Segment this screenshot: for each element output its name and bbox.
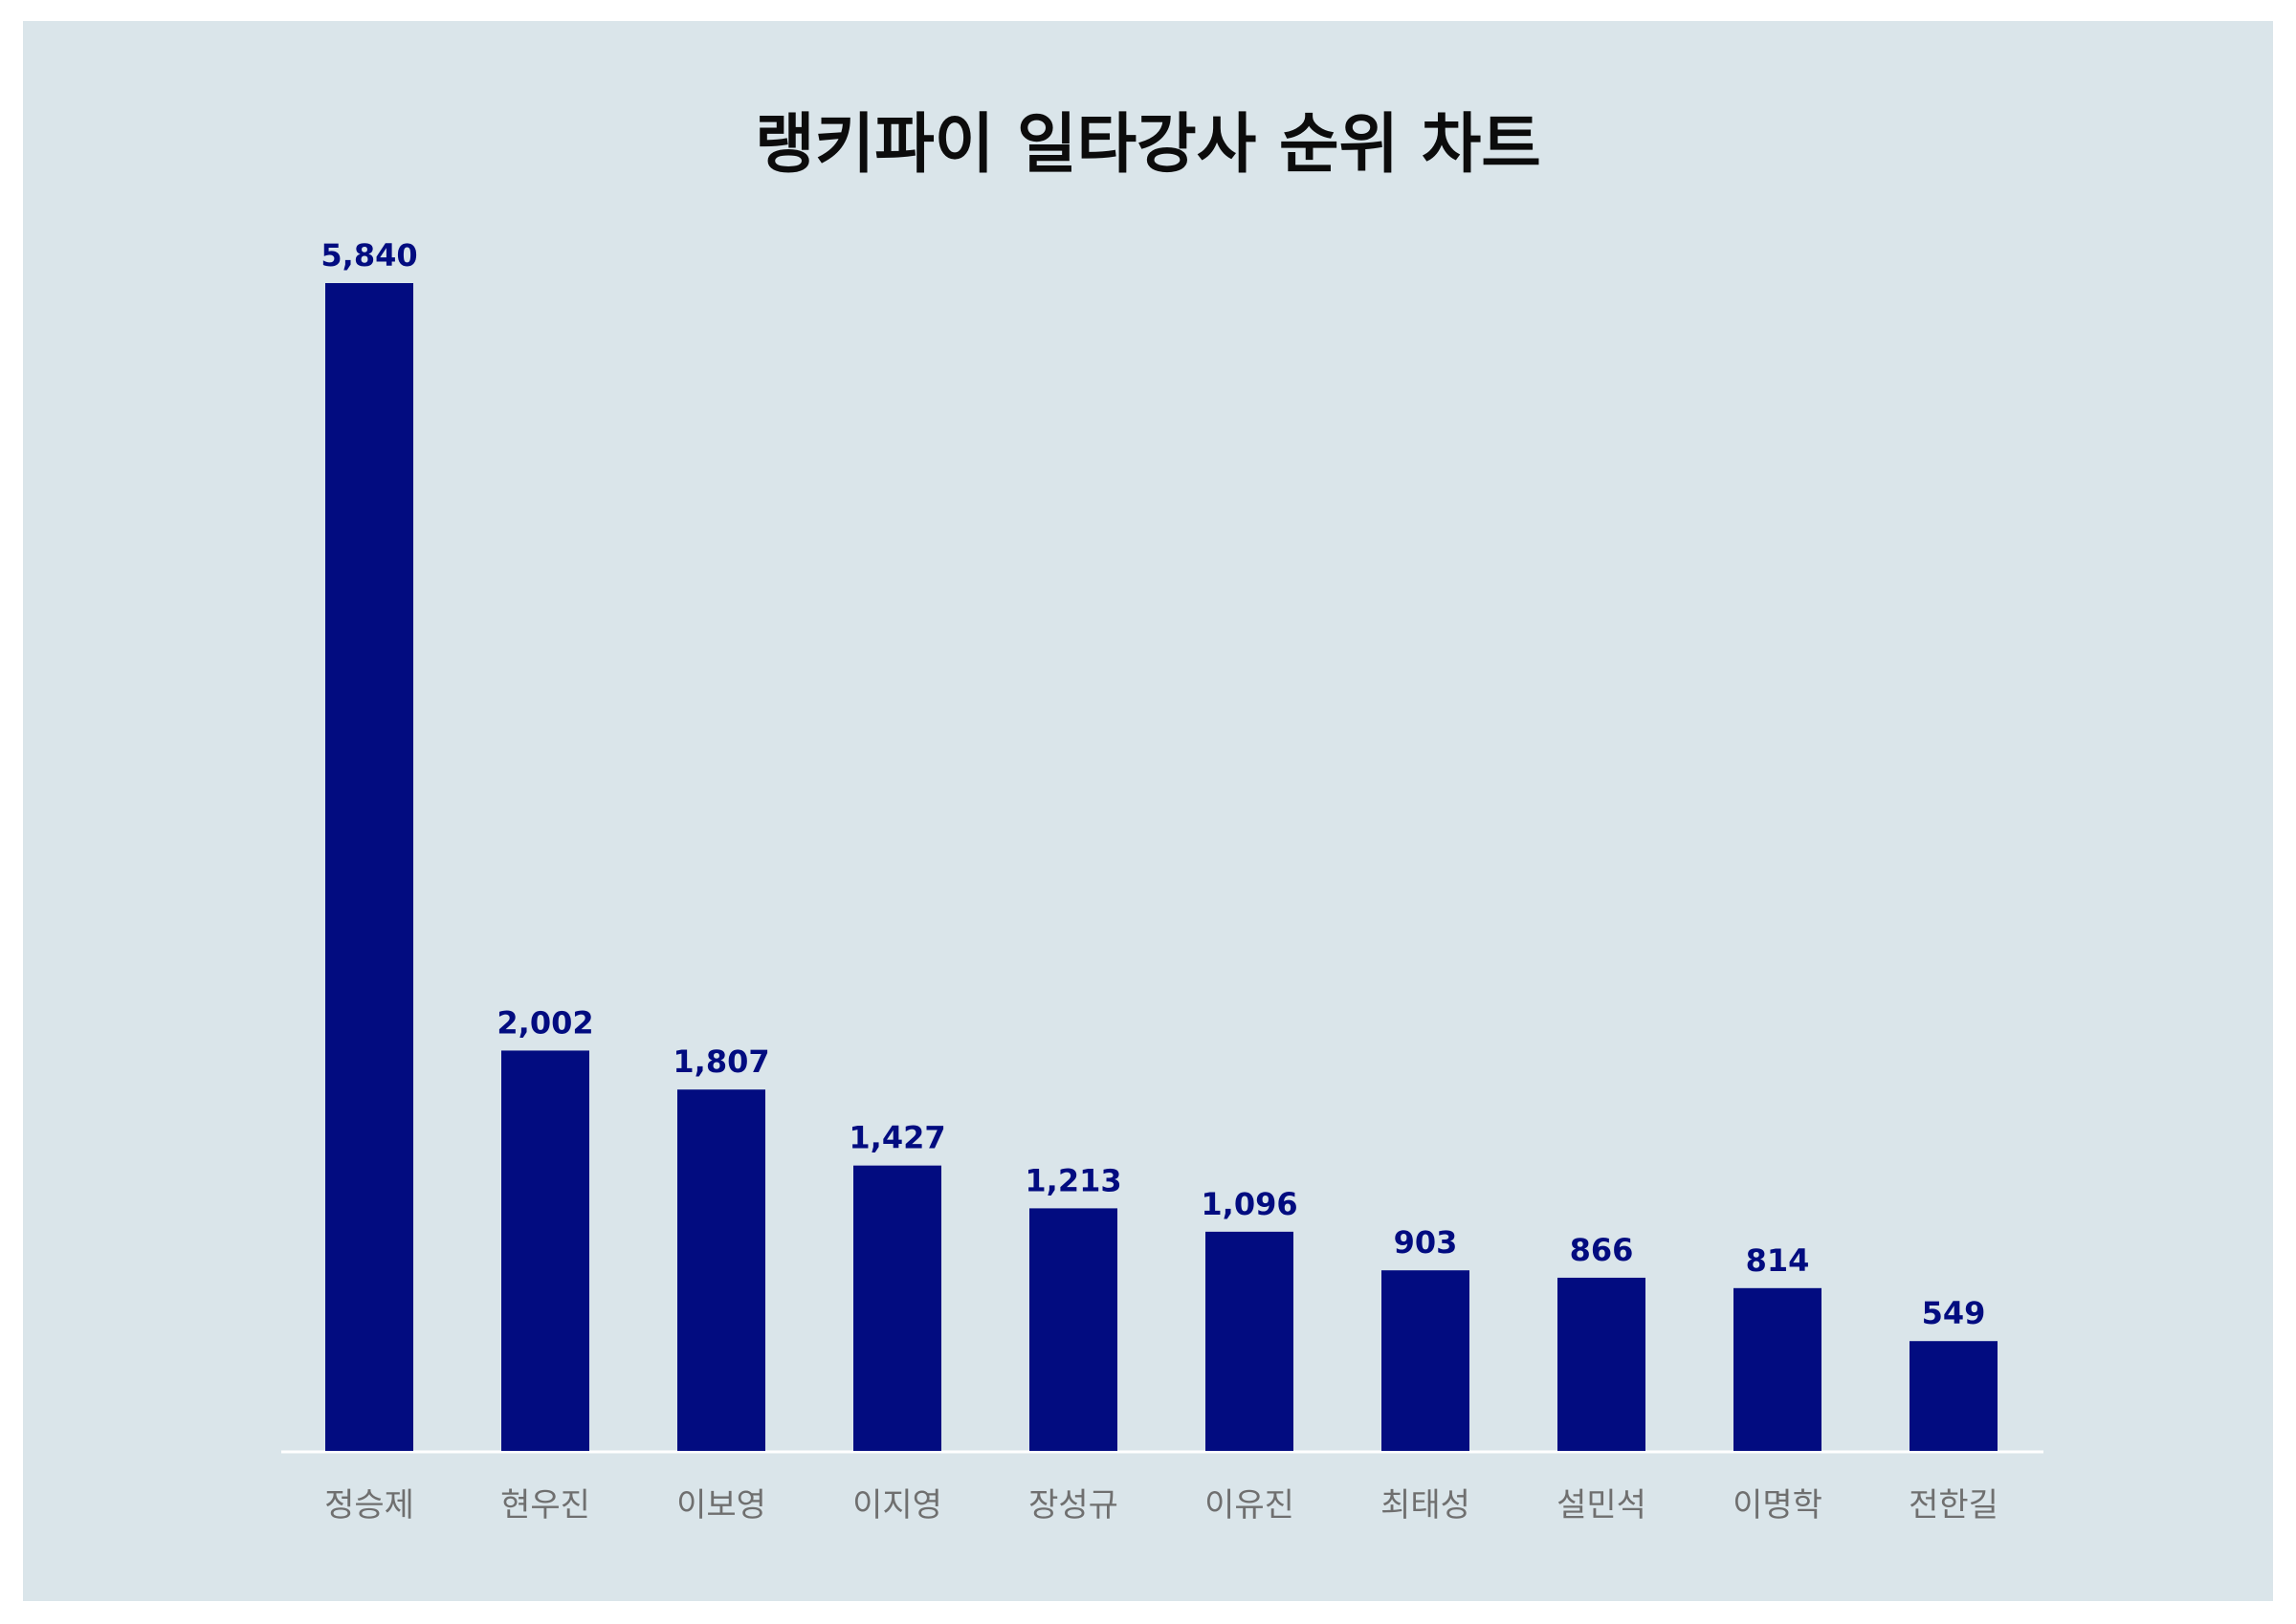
bar-7 xyxy=(1381,1270,1469,1451)
bar-6 xyxy=(1205,1231,1293,1451)
category-label-3: 이보영 xyxy=(676,1486,766,1525)
bar-3 xyxy=(677,1089,765,1451)
value-label-9: 814 xyxy=(1746,1242,1810,1279)
value-label-2: 2,002 xyxy=(497,1004,593,1041)
category-label-5: 장성규 xyxy=(1028,1486,1118,1525)
bar-5 xyxy=(1029,1208,1117,1451)
category-label-7: 최태성 xyxy=(1380,1486,1470,1525)
value-label-10: 549 xyxy=(1922,1295,1986,1331)
bar-8 xyxy=(1557,1277,1645,1451)
category-label-1: 정승제 xyxy=(324,1486,414,1525)
value-label-7: 903 xyxy=(1394,1224,1458,1261)
bar-4 xyxy=(853,1165,941,1451)
value-label-8: 866 xyxy=(1570,1232,1634,1268)
bar-1 xyxy=(325,283,413,1451)
chart-title: 랭키파이 일타강사 순위 차트 xyxy=(755,107,1541,183)
chart-panel: 랭키파이 일타강사 순위 차트 5,840 정승제 2,002 현우진 1,807 이보영… xyxy=(23,21,2273,1601)
value-label-4: 1,427 xyxy=(849,1120,945,1156)
value-label-5: 1,213 xyxy=(1025,1162,1121,1198)
category-label-2: 현우진 xyxy=(500,1486,590,1525)
bar-9 xyxy=(1733,1287,1821,1451)
bar-2 xyxy=(501,1050,589,1451)
value-label-6: 1,096 xyxy=(1201,1186,1297,1222)
category-label-10: 전한길 xyxy=(1909,1486,1998,1525)
value-label-1: 5,840 xyxy=(320,237,417,274)
value-label-3: 1,807 xyxy=(673,1043,769,1080)
category-label-4: 이지영 xyxy=(852,1486,942,1525)
category-label-6: 이유진 xyxy=(1204,1486,1294,1525)
bar-chart: 5,840 정승제 2,002 현우진 1,807 이보영 1,427 이지영 1,213 장성규… xyxy=(281,237,2043,1525)
bar-10 xyxy=(1910,1341,1998,1451)
category-label-8: 설민석 xyxy=(1556,1486,1646,1525)
category-label-9: 이명학 xyxy=(1733,1486,1822,1525)
